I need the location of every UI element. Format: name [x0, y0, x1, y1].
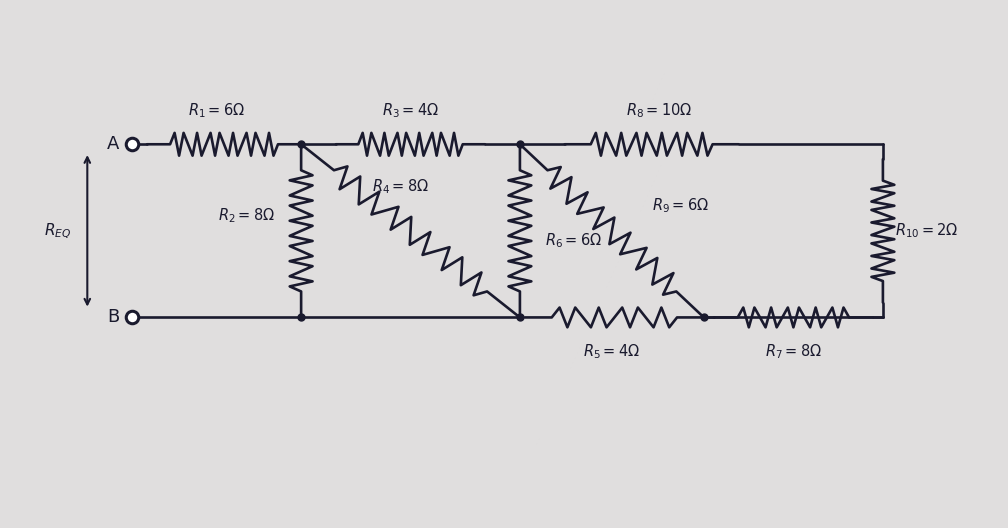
Text: $R_5 = 4$Ω: $R_5 = 4$Ω: [584, 342, 640, 361]
Text: $R_2 = 8$Ω: $R_2 = 8$Ω: [218, 206, 275, 225]
Text: $R_{EQ}$: $R_{EQ}$: [43, 221, 72, 240]
Text: $R_3 = 4$Ω: $R_3 = 4$Ω: [382, 101, 438, 119]
Text: $R_{10} = 2$Ω: $R_{10} = 2$Ω: [895, 222, 959, 240]
Text: $R_9 = 6$Ω: $R_9 = 6$Ω: [652, 197, 709, 215]
Text: A: A: [107, 135, 119, 153]
Text: $R_7 = 8$Ω: $R_7 = 8$Ω: [765, 342, 822, 361]
Text: $R_6 = 6$Ω: $R_6 = 6$Ω: [544, 231, 602, 250]
Text: B: B: [107, 308, 119, 326]
Text: $R_4 = 8$Ω: $R_4 = 8$Ω: [372, 177, 429, 196]
Text: $R_1 = 6$Ω: $R_1 = 6$Ω: [188, 101, 245, 119]
Text: $R_8 = 10$Ω: $R_8 = 10$Ω: [626, 101, 692, 119]
